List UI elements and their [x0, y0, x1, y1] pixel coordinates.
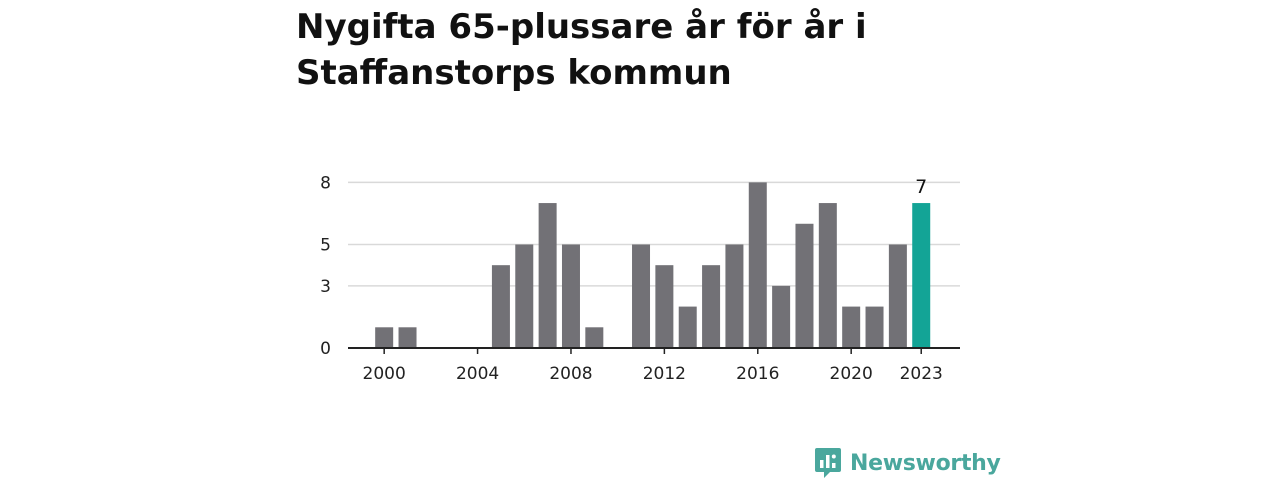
bar [538, 203, 557, 348]
y-tick-label: 8 [320, 173, 331, 193]
bar [702, 265, 721, 348]
bar-highlight [912, 203, 931, 348]
bar [888, 244, 907, 348]
bar-chart: 0 3 5 8 7 2000 2004 2008 2012 2016 2020 2023 [320, 173, 960, 384]
x-tick-label: 2020 [830, 364, 873, 384]
brand-name: Newsworthy [850, 450, 1001, 476]
bar [491, 265, 510, 348]
bar [748, 182, 767, 348]
bar [515, 244, 534, 348]
bar [842, 306, 861, 348]
y-tick-label: 5 [320, 235, 331, 255]
bar [655, 265, 674, 348]
newsworthy-logo-icon [815, 448, 841, 478]
x-tick-label: 2000 [363, 364, 406, 384]
bar [375, 327, 394, 348]
highlight-data-label: 7 [915, 176, 927, 198]
bar [772, 285, 791, 348]
x-tick-label: 2023 [900, 364, 943, 384]
bar [632, 244, 651, 348]
bar [795, 223, 814, 348]
x-tick-label: 2012 [643, 364, 686, 384]
bar [725, 244, 744, 348]
bar [561, 244, 580, 348]
chart-title: Nygifta 65-plussare år för år i Staffans… [296, 7, 867, 93]
bar [678, 306, 697, 348]
x-tick-label: 2004 [456, 364, 499, 384]
y-tick-label: 3 [320, 277, 331, 297]
y-tick-label: 0 [320, 339, 331, 359]
brand-logo: Newsworthy [814, 446, 1001, 480]
x-tick-label: 2008 [549, 364, 592, 384]
bar [585, 327, 604, 348]
bar [398, 327, 417, 348]
bar [865, 306, 884, 348]
bar [818, 203, 837, 348]
x-tick-label: 2016 [736, 364, 779, 384]
